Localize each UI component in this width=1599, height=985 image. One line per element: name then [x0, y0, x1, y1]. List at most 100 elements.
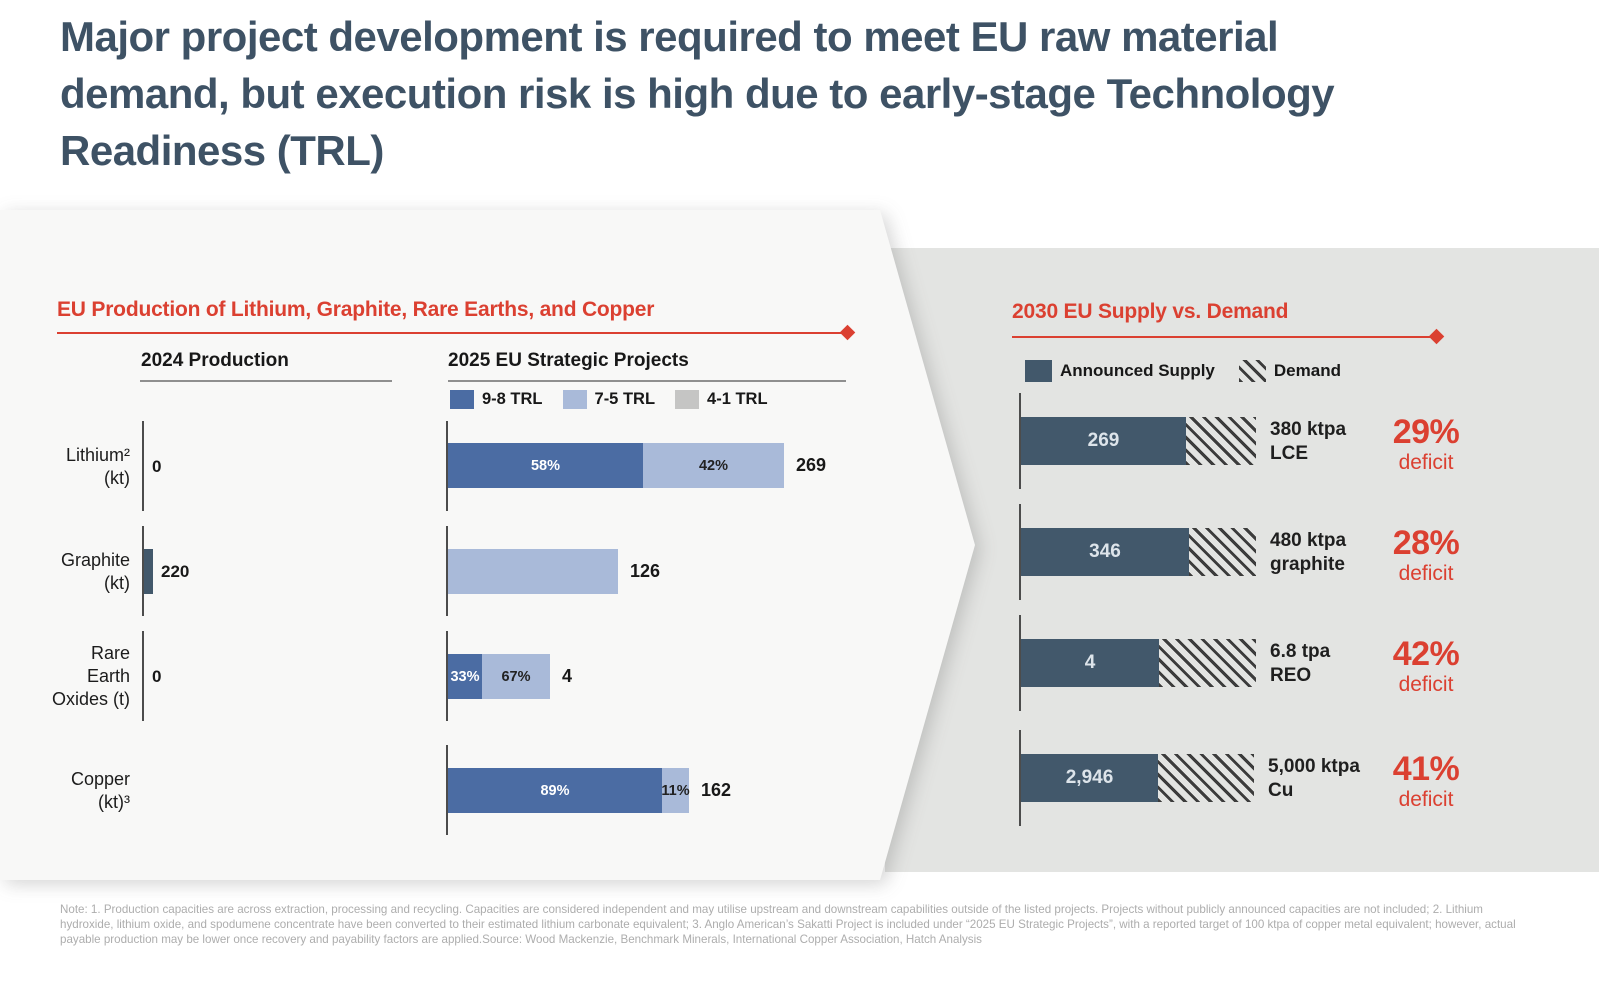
bar-segment-7-5trl	[448, 549, 618, 594]
deficit-word: deficit	[1398, 451, 1454, 474]
axis-2025-copper	[446, 745, 448, 835]
row-label-rare-earth-oxides: Rare Earth Oxides (t)	[10, 642, 130, 711]
demand-label-line: REO	[1270, 665, 1312, 686]
axis-2024-lithium	[142, 421, 144, 511]
deficit-pct: 28%	[1392, 524, 1460, 562]
demand-label-lce: 380 ktpa LCE	[1270, 418, 1346, 466]
segment-pct-label: 11%	[661, 782, 690, 799]
right-heading-rule	[1012, 336, 1436, 338]
axis-2024-graphite	[142, 526, 144, 616]
deficit-word: deficit	[1398, 788, 1454, 811]
demand-hatch-cu	[1158, 754, 1254, 802]
legend-item-4-1-trl: 4-1 TRL	[675, 390, 768, 409]
deficit-word: deficit	[1398, 673, 1454, 696]
supply-value: 269	[1087, 430, 1120, 451]
row-label-line: Rare	[90, 643, 130, 663]
legend-label: Announced Supply	[1060, 361, 1215, 380]
demand-label-reo: 6.8 tpa REO	[1270, 640, 1330, 688]
row-label-line: Graphite	[60, 550, 130, 570]
demand-hatch-lce	[1186, 417, 1256, 465]
supply-bar-graphite: 346	[1021, 528, 1189, 576]
demand-hatch-reo	[1159, 639, 1256, 687]
col-underline-2025	[448, 380, 846, 382]
right-section-heading: 2030 EU Supply vs. Demand	[1012, 300, 1289, 323]
demand-label-line: 5,000 ktpa	[1268, 756, 1360, 777]
prod-bar-graphite	[144, 549, 153, 594]
legend-label: 7-5 TRL	[594, 390, 656, 408]
legend-item-7-5-trl: 7-5 TRL	[562, 390, 656, 409]
stacked-bar-graphite: 126	[448, 549, 660, 594]
bar-total-label: 126	[630, 561, 661, 581]
trl-dark-swatch-icon	[450, 390, 474, 409]
segment-pct-label: 33%	[450, 668, 480, 685]
axis-supply-lce	[1019, 393, 1021, 489]
stacked-bar-copper: 89% 11% 162	[448, 768, 731, 813]
axis-supply-reo	[1019, 615, 1021, 711]
demand-label-line: Cu	[1268, 780, 1294, 801]
deficit-lce: 29% deficit	[1378, 414, 1474, 476]
demand-label-line: LCE	[1270, 443, 1308, 464]
legend-label: 9-8 TRL	[482, 390, 543, 408]
axis-2025-reo	[446, 631, 448, 721]
deficit-cu: 41% deficit	[1378, 751, 1474, 813]
supply-value: 4	[1084, 652, 1096, 673]
bar-total-label: 4	[562, 666, 573, 686]
prod-value-reo: 0	[152, 667, 162, 686]
legend-item-demand: Demand	[1238, 360, 1341, 382]
deficit-graphite: 28% deficit	[1378, 525, 1474, 587]
trl-gray-swatch-icon	[675, 390, 700, 409]
demand-hatch-graphite	[1189, 528, 1256, 576]
supply-value: 346	[1089, 541, 1121, 562]
left-heading-rule	[57, 332, 847, 334]
bar-segment-7-5trl: 67%	[482, 654, 550, 699]
deficit-reo: 42% deficit	[1378, 636, 1474, 698]
axis-2024-reo	[142, 631, 144, 721]
row-label-line: Oxides (t)	[51, 689, 130, 709]
bar-segment-9-8trl: 33%	[448, 654, 482, 699]
deficit-pct: 42%	[1392, 635, 1460, 673]
legend-label: Demand	[1273, 361, 1341, 380]
stacked-bar-lithium: 58% 42% 269	[448, 443, 826, 488]
legend-item-announced-supply: Announced Supply	[1025, 360, 1215, 382]
deficit-pct: 29%	[1392, 413, 1460, 451]
supply-value: 2,946	[1065, 767, 1114, 788]
demand-label-cu: 5,000 ktpa Cu	[1268, 755, 1360, 803]
bar-total-label: 269	[796, 455, 827, 475]
trl-light-swatch-icon	[562, 390, 587, 409]
row-label-line: Lithium²	[65, 445, 130, 465]
demand-hatch-swatch-icon	[1238, 360, 1266, 382]
demand-label-line: 6.8 tpa	[1270, 641, 1331, 662]
segment-pct-label: 67%	[501, 668, 531, 685]
supply-bar-cu: 2,946	[1021, 754, 1158, 802]
segment-pct-label: 89%	[540, 782, 570, 799]
segment-pct-label: 42%	[698, 457, 729, 474]
row-label-line: (kt)	[104, 573, 130, 593]
legend-label: 4-1 TRL	[707, 390, 768, 408]
legend-item-9-8-trl: 9-8 TRL	[450, 390, 543, 409]
page-title-line1: Major project development is required to…	[60, 13, 1279, 60]
row-label-line: Earth	[86, 666, 130, 686]
row-label-lithium: Lithium² (kt)	[10, 444, 130, 490]
col-underline-2024	[140, 380, 392, 382]
row-label-line: (kt)	[104, 468, 130, 488]
left-section-heading: EU Production of Lithium, Graphite, Rare…	[57, 298, 655, 321]
bar-segment-7-5trl: 42%	[643, 443, 784, 488]
axis-supply-cu	[1019, 730, 1021, 826]
page-title-line3: Readiness (TRL)	[60, 127, 384, 174]
row-label-copper: Copper (kt)³	[10, 768, 130, 814]
supply-bar-lce: 269	[1021, 417, 1186, 465]
bar-segment-9-8trl: 58%	[448, 443, 643, 488]
supply-swatch-icon	[1025, 360, 1052, 382]
footnote: Note: 1. Production capacities are acros…	[60, 903, 1516, 946]
prod-value-graphite: 220	[161, 562, 190, 581]
row-label-line: Copper	[70, 769, 130, 789]
row-label-line: (kt)³	[98, 792, 130, 812]
bar-total-label: 162	[701, 780, 732, 800]
axis-2025-graphite	[446, 526, 448, 616]
deficit-pct: 41%	[1392, 750, 1460, 788]
segment-pct-label: 58%	[530, 457, 561, 474]
col-header-2025: 2025 EU Strategic Projects	[448, 350, 689, 371]
supply-demand-legend: Announced Supply Demand	[1025, 360, 1341, 382]
demand-label-line: 480 ktpa	[1270, 530, 1347, 551]
